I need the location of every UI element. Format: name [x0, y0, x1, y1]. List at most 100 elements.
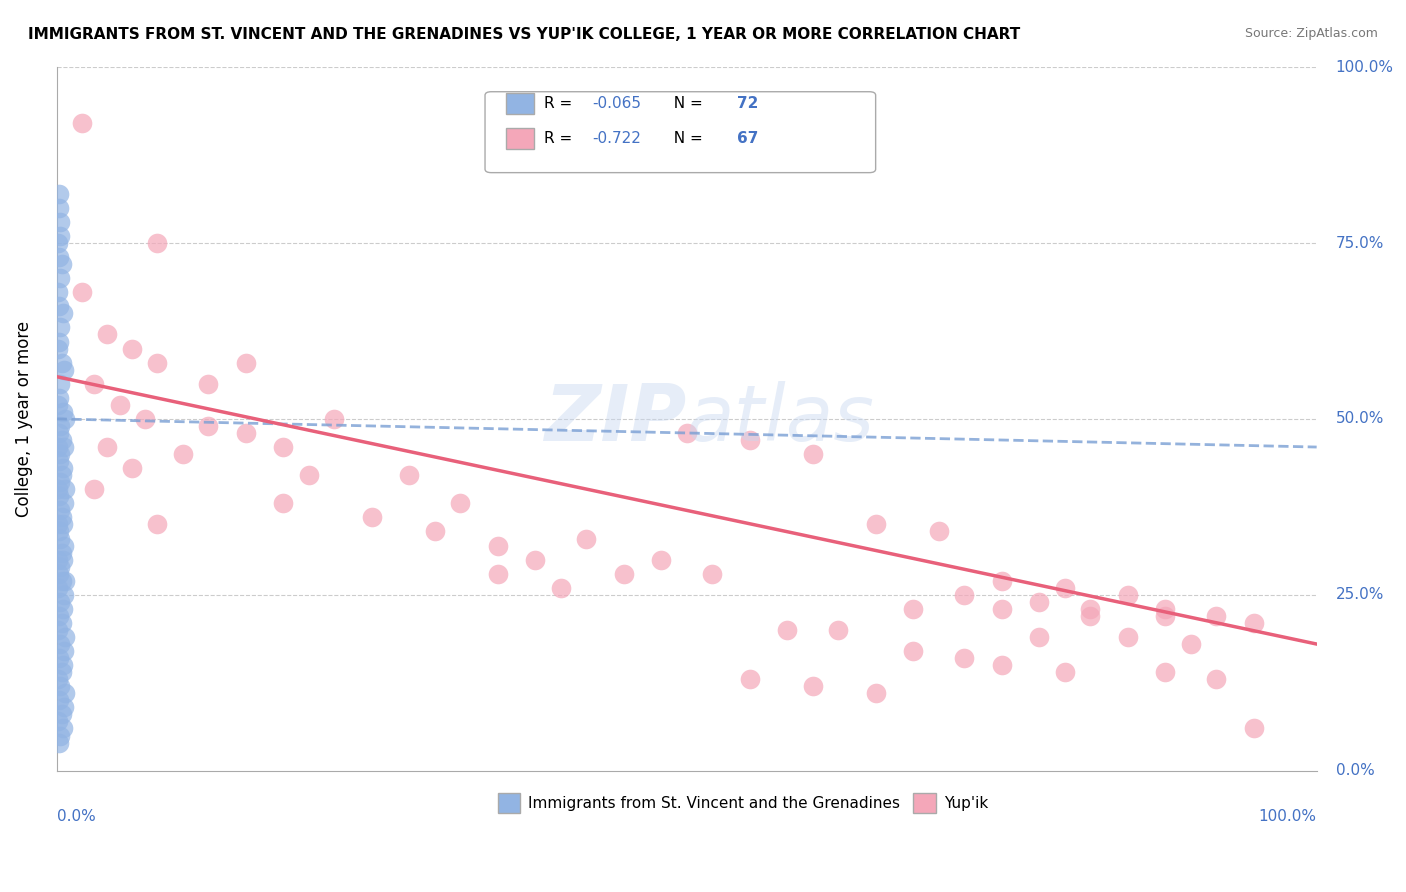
- Point: [51, 615, 73, 630]
- FancyBboxPatch shape: [498, 793, 520, 813]
- Point: [49, 532, 72, 546]
- Point: [53, 496, 76, 510]
- Text: 50.0%: 50.0%: [1336, 411, 1384, 426]
- Point: [700, 566, 723, 581]
- Point: [449, 496, 471, 510]
- FancyBboxPatch shape: [506, 128, 534, 150]
- Text: Immigrants from St. Vincent and the Grenadines: Immigrants from St. Vincent and the Gren…: [527, 796, 900, 811]
- Point: [48, 334, 70, 349]
- Point: [49, 679, 72, 693]
- Point: [903, 602, 925, 616]
- Point: [738, 433, 761, 447]
- Point: [53, 644, 76, 658]
- FancyBboxPatch shape: [506, 93, 534, 114]
- Point: [96, 440, 118, 454]
- Point: [49, 229, 72, 244]
- Point: [121, 461, 143, 475]
- Point: [49, 447, 72, 461]
- Point: [990, 658, 1012, 673]
- Point: [48, 186, 70, 201]
- Point: [360, 510, 382, 524]
- Point: [49, 729, 72, 743]
- Point: [953, 651, 976, 665]
- Point: [49, 419, 72, 434]
- Text: N =: N =: [664, 131, 707, 146]
- Point: [1180, 637, 1202, 651]
- Text: IMMIGRANTS FROM ST. VINCENT AND THE GRENADINES VS YUP'IK COLLEGE, 1 YEAR OR MORE: IMMIGRANTS FROM ST. VINCENT AND THE GREN…: [28, 27, 1021, 42]
- Point: [49, 503, 72, 517]
- Point: [46, 552, 69, 566]
- Point: [48, 651, 70, 665]
- Point: [197, 419, 219, 434]
- Point: [53, 362, 76, 376]
- Point: [46, 285, 69, 300]
- Text: -0.065: -0.065: [592, 96, 641, 112]
- Point: [273, 496, 295, 510]
- Point: [70, 116, 93, 130]
- Point: [52, 722, 75, 736]
- Point: [1028, 595, 1050, 609]
- Point: [46, 483, 69, 497]
- Point: [990, 574, 1012, 588]
- Point: [51, 574, 73, 588]
- Point: [1116, 630, 1139, 644]
- Point: [48, 250, 70, 264]
- Text: 0.0%: 0.0%: [56, 809, 96, 824]
- Point: [172, 447, 194, 461]
- Point: [48, 391, 70, 405]
- Point: [298, 468, 321, 483]
- Text: atlas: atlas: [686, 381, 875, 457]
- Text: ZIP: ZIP: [544, 381, 686, 457]
- Point: [48, 693, 70, 707]
- Point: [49, 376, 72, 391]
- Point: [48, 524, 70, 539]
- Point: [53, 700, 76, 714]
- Point: [48, 425, 70, 440]
- Point: [197, 376, 219, 391]
- Point: [51, 545, 73, 559]
- Point: [1053, 581, 1076, 595]
- Point: [49, 637, 72, 651]
- Point: [52, 517, 75, 532]
- Point: [48, 201, 70, 215]
- Point: [776, 623, 799, 637]
- Point: [49, 475, 72, 490]
- Point: [46, 714, 69, 729]
- Text: 100.0%: 100.0%: [1258, 809, 1316, 824]
- Point: [46, 235, 69, 250]
- Point: [134, 412, 156, 426]
- Point: [46, 581, 69, 595]
- Point: [53, 588, 76, 602]
- Point: [486, 566, 509, 581]
- Point: [738, 672, 761, 686]
- Text: 0.0%: 0.0%: [1336, 764, 1374, 778]
- Point: [55, 483, 77, 497]
- Point: [46, 440, 69, 454]
- Point: [953, 588, 976, 602]
- Point: [990, 602, 1012, 616]
- Point: [53, 539, 76, 553]
- Point: [675, 425, 697, 440]
- Point: [55, 412, 77, 426]
- Point: [51, 468, 73, 483]
- Point: [322, 412, 344, 426]
- Point: [46, 623, 69, 637]
- Point: [1116, 588, 1139, 602]
- Point: [1243, 615, 1265, 630]
- Point: [273, 440, 295, 454]
- Point: [55, 686, 77, 700]
- FancyBboxPatch shape: [485, 92, 876, 173]
- Point: [52, 405, 75, 419]
- Point: [235, 425, 257, 440]
- Point: [550, 581, 572, 595]
- Point: [121, 342, 143, 356]
- Point: [903, 644, 925, 658]
- Text: 25.0%: 25.0%: [1336, 587, 1384, 602]
- Point: [865, 686, 887, 700]
- Point: [1078, 602, 1101, 616]
- Text: -0.722: -0.722: [592, 131, 641, 146]
- Point: [1205, 608, 1227, 623]
- Point: [52, 552, 75, 566]
- Point: [235, 356, 257, 370]
- Point: [486, 539, 509, 553]
